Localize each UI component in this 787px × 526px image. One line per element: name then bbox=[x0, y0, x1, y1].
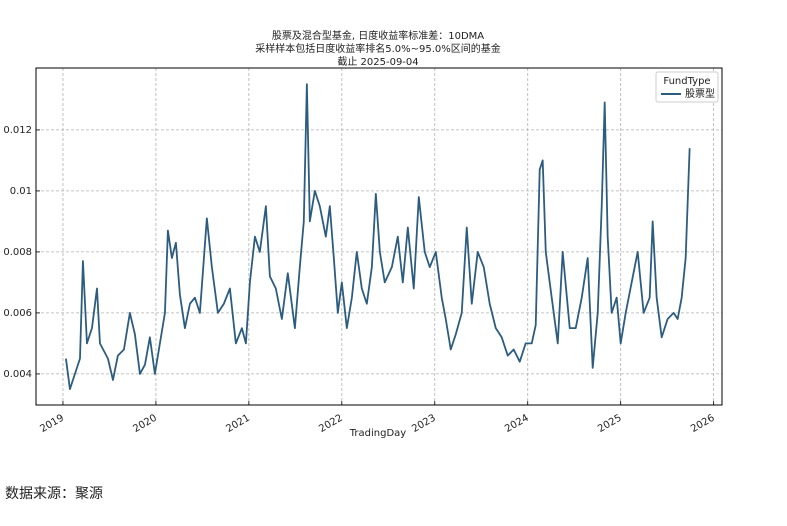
data-line bbox=[65, 83, 691, 391]
chart-title: 股票及混合型基金, 日度收益率标准差：10DMA bbox=[272, 29, 484, 42]
y-tick-label: 0.01 bbox=[10, 186, 32, 197]
legend-label: 股票型 bbox=[685, 87, 715, 100]
source-note: 数据来源：聚源 bbox=[5, 486, 103, 502]
date-note: 截止 2025-09-04 bbox=[337, 55, 418, 68]
x-tick-label: 2025 bbox=[596, 413, 624, 435]
x-tick-label: 2024 bbox=[503, 413, 531, 435]
x-tick-label: 2020 bbox=[131, 413, 159, 435]
x-tick-label: 2021 bbox=[224, 413, 252, 435]
y-tick-label: 0.004 bbox=[3, 369, 32, 380]
x-tick-label: 2026 bbox=[689, 413, 717, 435]
legend-title: FundType bbox=[663, 76, 710, 87]
plot-frame bbox=[35, 67, 723, 406]
y-tick-label: 0.012 bbox=[3, 125, 32, 136]
x-axis-label: TradingDay bbox=[349, 428, 407, 439]
x-tick-label: 2022 bbox=[317, 413, 345, 435]
chart-subtitle: 采样样本包括日度收益率排名5.0%~95.0%区间的基金 bbox=[255, 42, 501, 55]
y-tick-label: 0.008 bbox=[3, 247, 32, 258]
y-tick-label: 0.006 bbox=[3, 308, 32, 319]
x-tick-label: 2023 bbox=[410, 413, 438, 435]
x-tick-label: 2019 bbox=[38, 413, 66, 435]
